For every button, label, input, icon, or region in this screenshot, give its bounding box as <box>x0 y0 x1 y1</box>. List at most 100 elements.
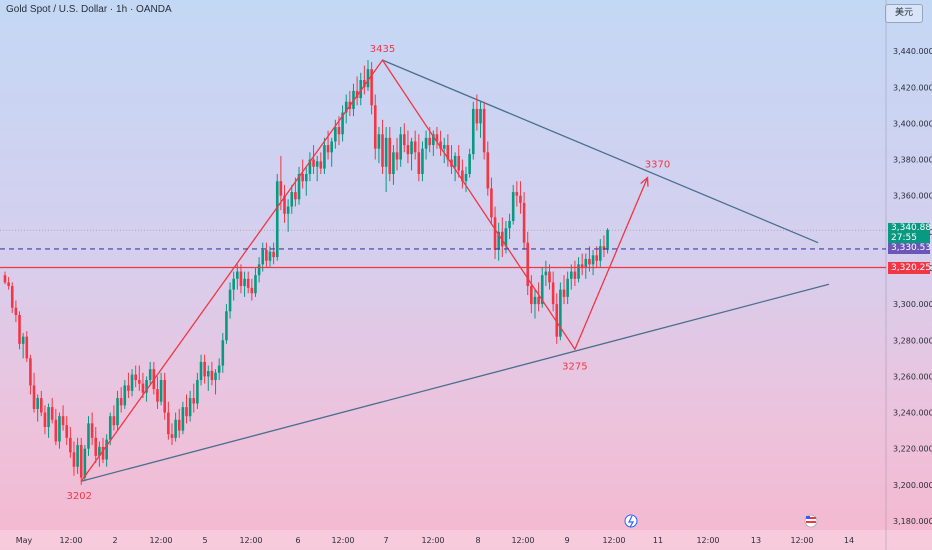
candle-down <box>170 434 174 438</box>
candle-down <box>519 195 522 203</box>
candle-down <box>18 314 21 344</box>
candle-up <box>308 159 312 174</box>
candle-down <box>192 398 196 404</box>
candle-down <box>373 105 377 149</box>
price-tick-label: 3,380.000 <box>893 156 932 165</box>
candle-up <box>384 137 388 167</box>
time-axis[interactable]: May 12:00 2 12:00 5 12:00 6 12:00 7 12:00 8 12:00 9 1… <box>16 536 854 545</box>
candle-down <box>177 419 181 431</box>
candle-up <box>304 173 308 182</box>
time-tick-label: 13 <box>751 536 761 545</box>
candle-up <box>181 407 185 431</box>
zigzag-path <box>80 58 649 482</box>
price-tick-label: 3,420.000 <box>893 83 932 92</box>
trend-lines <box>81 59 830 482</box>
candle-up <box>174 419 177 438</box>
dashed-level-tag: 3,330.537 <box>888 243 932 254</box>
time-tick-label: 12:00 <box>59 536 82 545</box>
candle-down <box>602 246 606 250</box>
candle-up <box>148 369 152 381</box>
candle-down <box>337 127 341 135</box>
candle-down <box>435 134 439 142</box>
candle-up <box>243 278 246 287</box>
price-annotation: 3370 <box>645 160 670 171</box>
candle-down <box>588 258 591 265</box>
candle-up <box>468 154 471 174</box>
candle-down <box>548 271 551 283</box>
candle-up <box>540 275 544 305</box>
candle-up <box>261 249 265 265</box>
candle-up <box>584 258 588 268</box>
candle-down <box>112 416 116 426</box>
candle-down <box>14 307 18 315</box>
time-tick-label: 12:00 <box>602 536 625 545</box>
time-tick-label: 7 <box>383 536 388 545</box>
price-tick-label: 3,180.000 <box>893 517 932 526</box>
time-axis-band <box>0 530 932 550</box>
candle-down <box>163 380 167 413</box>
candle-down <box>79 445 83 478</box>
candle-up <box>225 311 228 341</box>
candle-down <box>43 412 47 427</box>
candle-down <box>279 181 283 196</box>
candle-down <box>272 251 275 258</box>
price-tick-label: 3,260.000 <box>893 372 932 381</box>
candle-up <box>504 228 508 247</box>
candle-down <box>250 287 254 294</box>
candle-up <box>453 155 457 167</box>
candle-down <box>50 407 54 420</box>
candle-up <box>286 206 290 214</box>
candle-up <box>442 145 446 149</box>
price-tick-label: 3,400.000 <box>893 119 932 128</box>
candle-down <box>101 446 105 460</box>
candle-down <box>90 423 94 438</box>
candle-up <box>323 145 326 169</box>
candle-up <box>471 108 475 155</box>
candle-down <box>457 155 461 171</box>
candle-up <box>257 264 261 276</box>
candle-down <box>551 282 555 305</box>
candle-up <box>196 380 199 404</box>
candle-up <box>83 448 87 478</box>
candle-down <box>10 286 14 308</box>
candle-down <box>54 419 58 442</box>
chart-title: Gold Spot / U.S. Dollar · 1h · OANDA <box>6 4 172 15</box>
candle-up <box>410 141 413 155</box>
candle-down <box>156 389 159 402</box>
candle-down <box>40 398 43 413</box>
time-tick-label: 9 <box>564 536 569 545</box>
time-tick-label: 5 <box>202 536 207 545</box>
resistance-level-tag: 3,320.250 <box>888 262 932 274</box>
candle-down <box>522 202 526 243</box>
candle-up <box>206 370 210 377</box>
time-tick-label: 2 <box>112 536 117 545</box>
price-annotation: 3202 <box>67 491 92 502</box>
candle-down <box>312 159 315 167</box>
candle-down <box>319 161 323 169</box>
current-price-tag: 3,340.880 27:55 <box>888 223 932 243</box>
price-tick-label: 3,280.000 <box>893 336 932 345</box>
candle-up <box>145 380 148 393</box>
us-flag-icon <box>804 514 818 528</box>
candle-down <box>69 437 72 453</box>
candle-down <box>446 145 450 160</box>
candle-down <box>203 361 206 377</box>
currency-selector-button[interactable]: 美元 <box>885 4 923 23</box>
candle-down <box>573 271 577 279</box>
price-annotation: 3275 <box>562 361 587 372</box>
candle-down <box>381 134 384 167</box>
candle-down <box>265 249 268 261</box>
candle-up <box>98 446 101 456</box>
price-axis[interactable]: 3,180.000 3,200.000 3,220.000 3,240.000 3,26… <box>893 47 932 526</box>
candle-up <box>399 134 402 160</box>
candle-down <box>403 134 406 146</box>
candle-down <box>210 370 214 381</box>
candle-up <box>108 416 112 440</box>
candle-up <box>123 385 127 406</box>
candle-up <box>159 380 163 402</box>
horizontal-levels <box>0 248 886 269</box>
candlestick-series <box>3 60 609 485</box>
candle-up <box>275 181 279 258</box>
